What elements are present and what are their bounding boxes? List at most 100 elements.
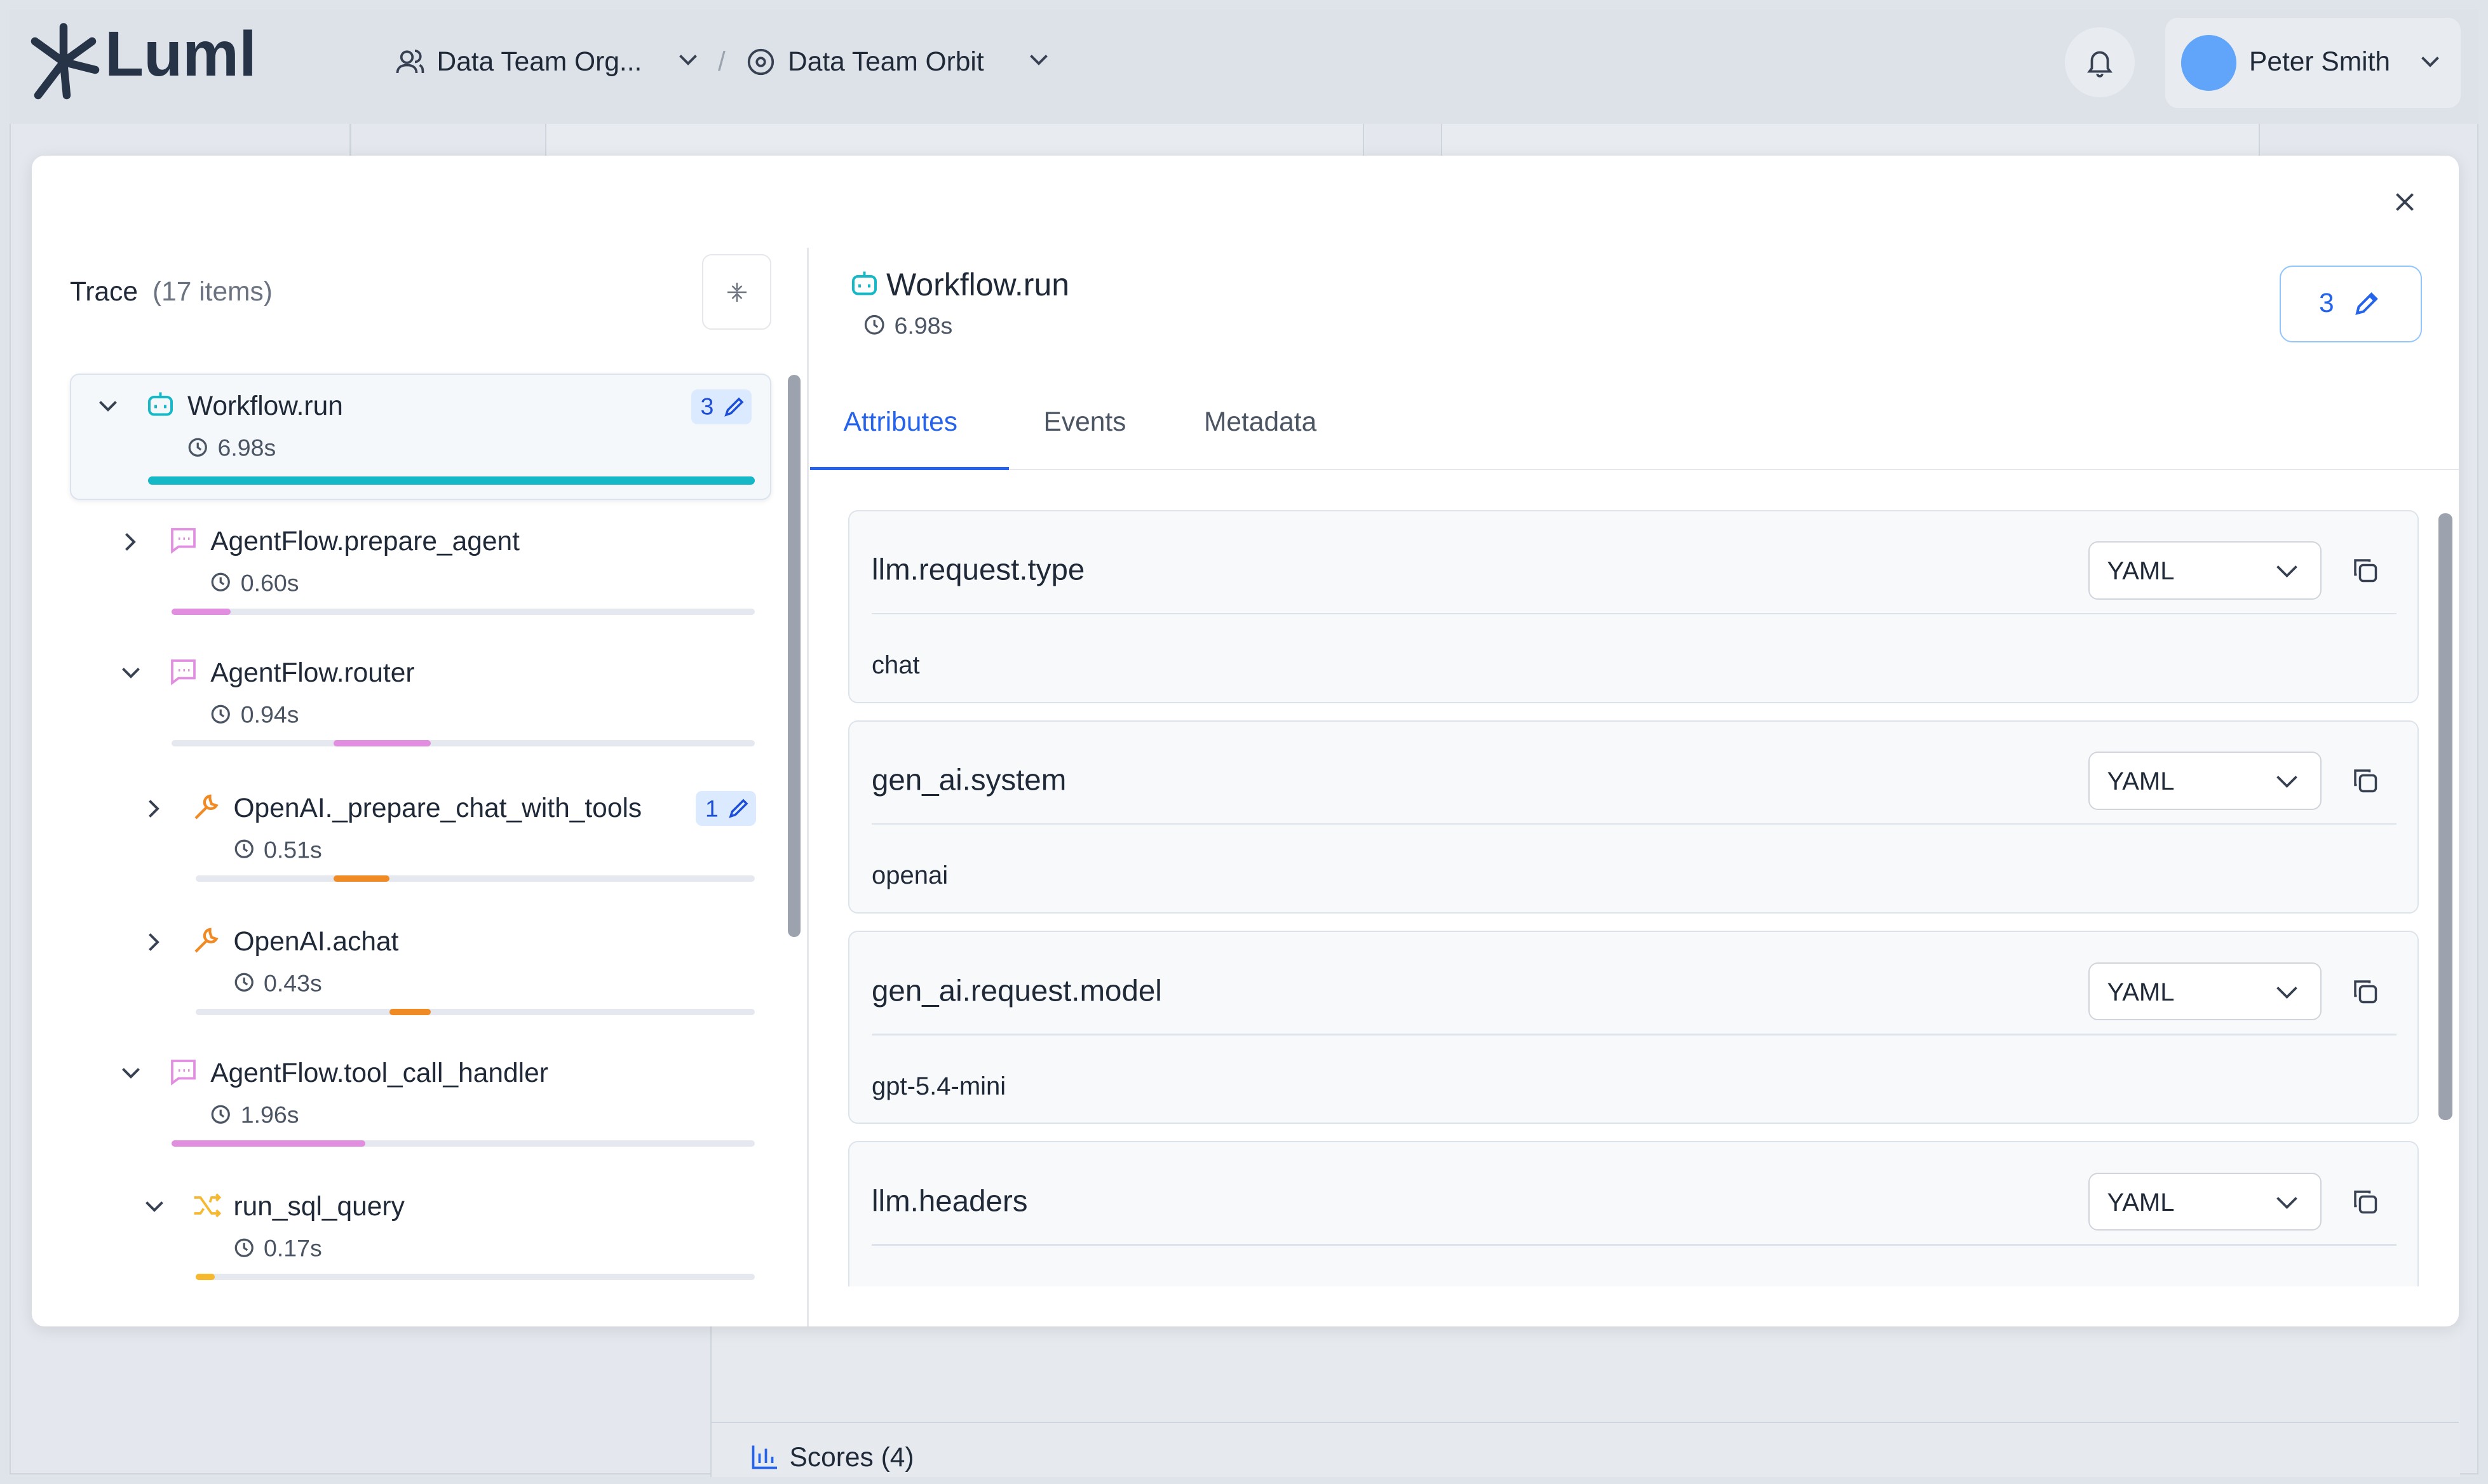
trace-count: (17 items) [152,276,273,307]
logo-icon [30,23,100,100]
span-name[interactable]: AgentFlow.prepare_agent [210,526,520,556]
timeline-bar [334,875,389,882]
format-select[interactable]: YAML [2088,752,2322,810]
tab[interactable]: Attributes [843,407,958,437]
agent-icon [851,271,877,295]
user-menu[interactable] [2165,17,2461,108]
format-label: YAML [2107,978,2175,1006]
format-select[interactable]: YAML [2088,1172,2322,1231]
tabs-border [810,468,2459,470]
copy-button[interactable] [2352,767,2377,793]
org-selector[interactable]: Data Team Org... [436,46,642,77]
expand-toggle[interactable] [145,799,164,818]
scores-icon [752,1445,777,1469]
copy-button[interactable] [2352,978,2377,1004]
collapse-button[interactable] [702,254,771,330]
close-button[interactable] [2395,192,2414,212]
clock-icon [188,438,207,457]
timeline-bar [172,608,231,615]
span-icon [193,1191,221,1226]
expand-toggle[interactable] [121,532,140,551]
format-label: YAML [2107,557,2175,585]
copy-button[interactable] [2352,1189,2377,1214]
span-icon [193,926,221,961]
chevron [1030,55,1048,65]
clock-icon [211,572,231,591]
expand-toggle[interactable] [121,664,140,683]
edit-icon [2355,292,2378,315]
span-icon [169,526,198,561]
span-name[interactable]: OpenAI._prepare_chat_with_tools [233,793,642,823]
user-name: Peter Smith [2249,46,2391,77]
clock-icon [211,1105,231,1124]
attribute-value: gpt-5.4-mini [872,1072,1006,1100]
attribute-card: gen_ai.request.model YAML gpt-5.4-mini [848,931,2419,1124]
expand-toggle[interactable] [98,397,118,416]
logo-text: Luml [105,18,257,90]
attribute-divider [872,1244,2397,1246]
tab[interactable]: Events [1043,407,1126,437]
attribute-key: llm.request.type [872,553,1085,587]
attribute-value: chat [872,651,920,679]
bg-panel [710,1326,2460,1477]
bg-divider [710,1421,2459,1423]
span-icon [193,793,221,828]
clock-icon [234,973,254,992]
chevron [2421,56,2439,67]
timeline-bar [334,740,431,746]
timeline-bar [389,1008,431,1015]
annotation-badge[interactable]: 1 [696,791,756,826]
span-name[interactable]: AgentFlow.tool_call_handler [210,1058,548,1088]
annotation-badge[interactable]: 3 [691,389,752,424]
bg-divider [349,124,351,156]
project-selector[interactable]: Data Team Orbit [788,46,984,77]
span-icon [146,391,175,426]
format-select[interactable]: YAML [2088,541,2322,600]
format-select[interactable]: YAML [2088,962,2322,1020]
tab[interactable]: Metadata [1204,407,1317,437]
timeline-track [195,875,755,882]
attribute-card: llm.headers YAML None [848,1141,2419,1286]
clock-icon [211,705,231,724]
span-icon [169,1058,198,1093]
scrollbar [2438,513,2452,1120]
active-tab-indicator [810,467,1009,470]
notifications-button[interactable] [2065,27,2135,97]
chevron [679,55,697,65]
attribute-key: llm.headers [872,1184,1028,1218]
span-name[interactable]: run_sql_query [233,1191,405,1222]
expand-toggle[interactable] [145,1197,164,1217]
clock-icon [234,839,254,858]
copy-button[interactable] [2352,557,2377,583]
attribute-divider [872,823,2397,825]
span-name[interactable]: Workflow.run [187,391,343,421]
timeline-track [172,608,755,615]
timeline-track [172,1140,755,1147]
attribute-key: gen_ai.request.model [872,973,1162,1008]
badge-count: 1 [705,794,719,821]
span-duration: 0.43s [264,969,322,996]
expand-toggle[interactable] [121,1064,140,1083]
scrollbar [788,375,801,937]
timeline-track [195,1008,755,1015]
annotations-count: 3 [2319,288,2334,318]
timeline-bar [195,1274,215,1280]
span-duration: 0.94s [240,701,299,728]
attribute-divider [872,612,2397,614]
panel-divider [807,248,809,1326]
clock-icon [234,1238,254,1257]
trace-title: Trace [70,276,139,307]
attribute-value: None [872,1284,933,1286]
span-name[interactable]: AgentFlow.router [210,658,415,688]
project-icon [747,48,774,76]
span-icon [169,658,198,692]
span-name[interactable]: OpenAI.achat [233,926,399,957]
timeline-track [172,740,755,746]
scores-title: Scores (4) [789,1442,914,1473]
timeline-bar [172,1140,365,1147]
span-duration: 1.96s [240,1101,299,1128]
expand-toggle[interactable] [145,933,164,952]
annotations-button[interactable] [2279,265,2422,342]
bg-card [1440,124,2260,156]
